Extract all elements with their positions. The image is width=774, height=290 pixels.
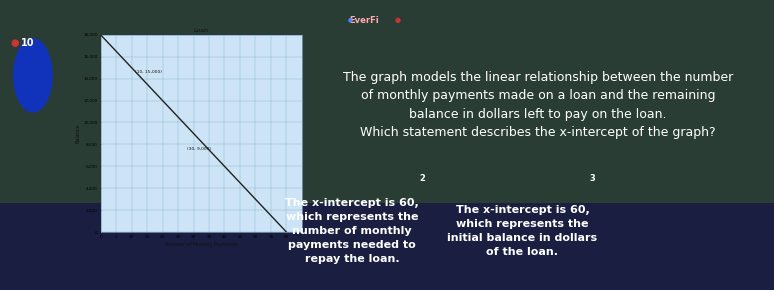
- Y-axis label: Balance: Balance: [76, 124, 80, 143]
- Text: (30, 9,000): (30, 9,000): [187, 147, 211, 151]
- Bar: [0, 203, 774, 290]
- Text: The graph models the linear relationship between the number
of monthly payments : The graph models the linear relationship…: [343, 71, 733, 139]
- Text: 3: 3: [590, 174, 595, 183]
- Text: 2: 2: [420, 174, 426, 183]
- Text: 10: 10: [21, 38, 34, 48]
- X-axis label: Number of Monthly Payments: Number of Monthly Payments: [165, 242, 238, 246]
- Text: ●: ●: [395, 17, 401, 23]
- Bar: [0, 0, 774, 203]
- Text: The x-intercept is 60,
which represents the
number of monthly
payments needed to: The x-intercept is 60, which represents …: [286, 197, 419, 264]
- Text: (10, 15,000): (10, 15,000): [135, 70, 162, 74]
- Text: ●: ●: [10, 38, 19, 48]
- Text: The x-intercept is 60,
which represents the
initial balance in dollars
of the lo: The x-intercept is 60, which represents …: [447, 205, 598, 257]
- Circle shape: [14, 39, 52, 112]
- Title: Loan: Loan: [194, 28, 209, 33]
- Text: EverFi: EverFi: [349, 16, 378, 25]
- Text: ●: ●: [348, 18, 352, 23]
